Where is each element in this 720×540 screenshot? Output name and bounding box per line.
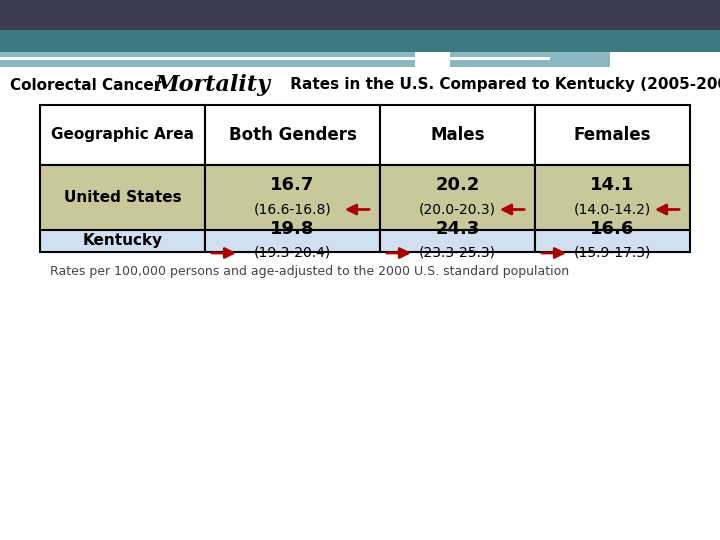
Text: Colorectal Cancer: Colorectal Cancer [10,78,166,92]
Text: 14.1: 14.1 [590,177,635,194]
Text: Males: Males [431,126,485,144]
Bar [205,165,380,230]
Bar [535,165,690,230]
Text: Rates per 100,000 persons and age-adjusted to the 2000 U.S. standard population: Rates per 100,000 persons and age-adjust… [50,265,569,278]
Text: Both Genders: Both Genders [228,126,356,144]
Text: 16.6: 16.6 [590,220,635,238]
Text: 19.8: 19.8 [270,220,315,238]
Bar [0,52,415,67]
Text: Females: Females [574,126,652,144]
Bar [205,230,380,252]
Text: (14.0-14.2): (14.0-14.2) [574,202,651,217]
Bar [535,105,690,165]
Bar [535,230,690,252]
Bar [380,165,535,230]
Bar [205,105,380,165]
Text: Kentucky: Kentucky [82,233,163,248]
Bar [40,230,205,252]
Text: Rates in the U.S. Compared to Kentucky (2005-2009): Rates in the U.S. Compared to Kentucky (… [285,78,720,92]
Bar [40,105,205,165]
Bar [0,30,720,52]
Text: (15.9-17.3): (15.9-17.3) [574,246,651,260]
Text: United States: United States [63,190,181,205]
Bar [450,52,610,67]
Bar [380,105,535,165]
Bar [0,0,720,30]
Text: 24.3: 24.3 [436,220,480,238]
Text: (23.3-25.3): (23.3-25.3) [419,246,496,260]
Bar [380,230,535,252]
Bar [40,165,205,230]
Text: (16.6-16.8): (16.6-16.8) [253,202,331,217]
Text: 16.7: 16.7 [270,177,315,194]
Text: Mortality: Mortality [155,74,271,96]
Bar [0,57,550,60]
Text: Geographic Area: Geographic Area [51,127,194,143]
Text: (19.3-20.4): (19.3-20.4) [254,246,331,260]
Text: 20.2: 20.2 [436,177,480,194]
Text: (20.0-20.3): (20.0-20.3) [419,202,496,217]
